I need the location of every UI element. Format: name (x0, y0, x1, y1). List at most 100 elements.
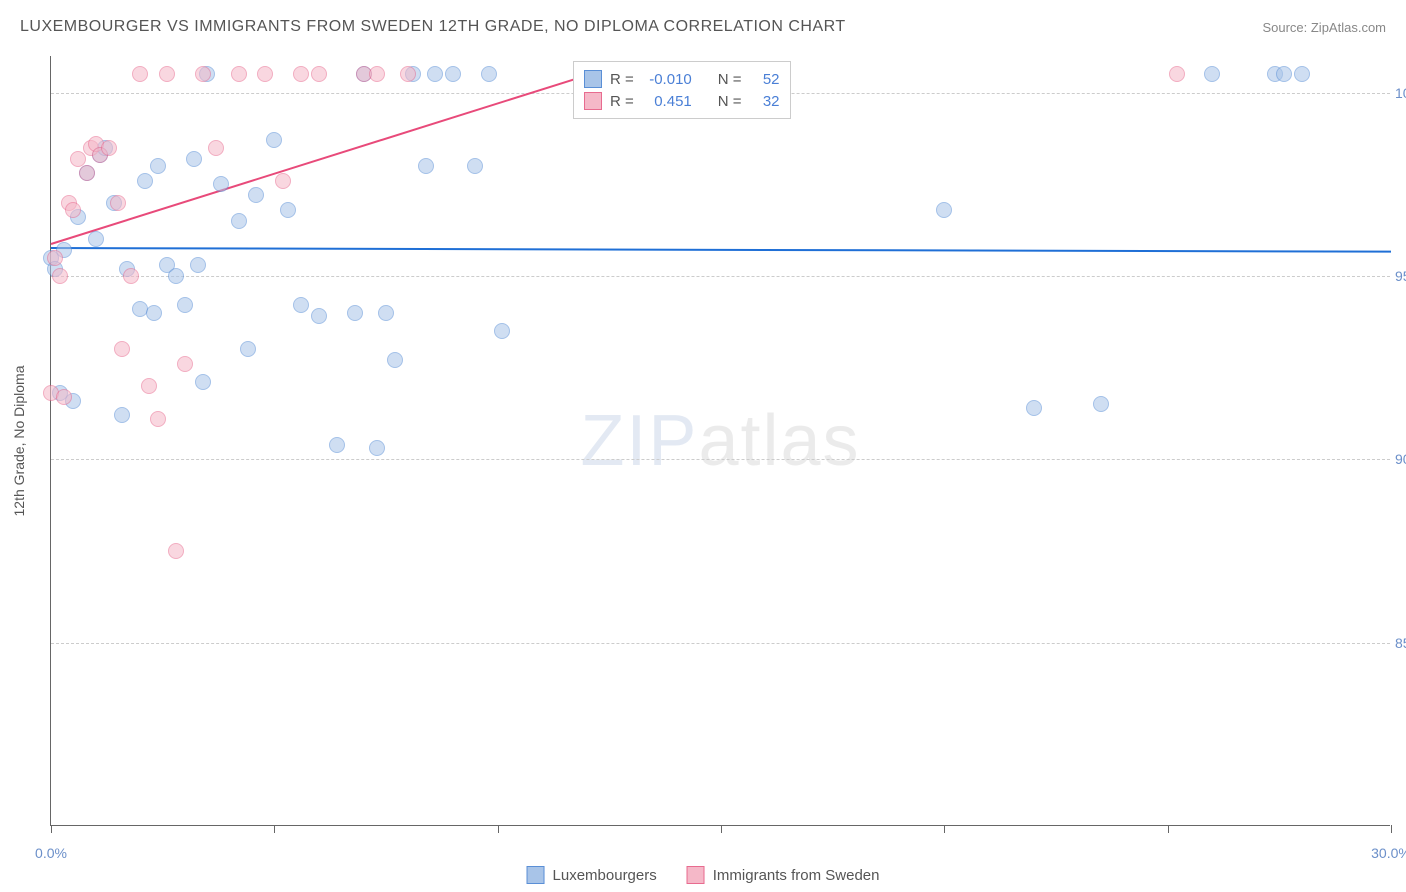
r-label: R = (610, 71, 634, 88)
data-point (150, 411, 166, 427)
n-value: 32 (750, 93, 780, 110)
y-tick-label: 85.0% (1395, 635, 1406, 651)
data-point (195, 374, 211, 390)
data-point (150, 158, 166, 174)
data-point (79, 165, 95, 181)
n-value: 52 (750, 71, 780, 88)
legend-item: Luxembourgers (527, 866, 657, 884)
data-point (137, 173, 153, 189)
data-point (56, 389, 72, 405)
data-point (347, 305, 363, 321)
data-point (1276, 66, 1292, 82)
x-tick (1168, 825, 1169, 833)
bottom-legend: Luxembourgers Immigrants from Sweden (527, 866, 880, 884)
data-point (168, 268, 184, 284)
data-point (280, 202, 296, 218)
data-point (70, 151, 86, 167)
legend-swatch (584, 92, 602, 110)
legend-label: Luxembourgers (553, 867, 657, 884)
stats-legend-row: R = 0.451 N = 32 (584, 90, 780, 112)
data-point (293, 66, 309, 82)
chart-title: LUXEMBOURGER VS IMMIGRANTS FROM SWEDEN 1… (20, 18, 846, 36)
watermark: ZIPatlas (580, 400, 860, 482)
data-point (231, 213, 247, 229)
x-tick (1391, 825, 1392, 833)
data-point (369, 440, 385, 456)
data-point (195, 66, 211, 82)
data-point (467, 158, 483, 174)
data-point (186, 151, 202, 167)
gridline (51, 643, 1390, 644)
data-point (114, 341, 130, 357)
stats-legend: R = -0.010 N = 52 R = 0.451 N = 32 (573, 61, 791, 119)
legend-swatch (527, 866, 545, 884)
data-point (936, 202, 952, 218)
gridline (51, 276, 1390, 277)
data-point (47, 250, 63, 266)
data-point (141, 378, 157, 394)
data-point (190, 257, 206, 273)
data-point (311, 66, 327, 82)
r-value: 0.451 (642, 93, 692, 110)
x-tick-label: 30.0% (1371, 845, 1406, 861)
data-point (418, 158, 434, 174)
data-point (329, 437, 345, 453)
data-point (208, 140, 224, 156)
data-point (378, 305, 394, 321)
data-point (369, 66, 385, 82)
data-point (110, 195, 126, 211)
data-point (311, 308, 327, 324)
x-tick (944, 825, 945, 833)
y-tick-label: 90.0% (1395, 451, 1406, 467)
data-point (400, 66, 416, 82)
gridline (51, 459, 1390, 460)
data-point (132, 66, 148, 82)
stats-legend-row: R =-0.010N =52 (584, 68, 780, 90)
y-axis-title: 12th Grade, No Diploma (11, 365, 27, 516)
n-label: N = (718, 93, 742, 110)
data-point (231, 66, 247, 82)
data-point (1294, 66, 1310, 82)
data-point (248, 187, 264, 203)
y-tick-label: 100.0% (1395, 85, 1406, 101)
data-point (114, 407, 130, 423)
data-point (266, 132, 282, 148)
data-point (123, 268, 139, 284)
scatter-plot: 12th Grade, No Diploma ZIPatlas 85.0%90.… (50, 56, 1390, 826)
data-point (52, 268, 68, 284)
data-point (88, 231, 104, 247)
data-point (240, 341, 256, 357)
data-point (177, 356, 193, 372)
legend-swatch (687, 866, 705, 884)
data-point (168, 543, 184, 559)
data-point (213, 176, 229, 192)
data-point (1026, 400, 1042, 416)
r-value: -0.010 (642, 71, 692, 88)
x-tick-label: 0.0% (35, 845, 67, 861)
watermark-part2: atlas (698, 401, 860, 481)
legend-swatch (584, 70, 602, 88)
trend-line (51, 247, 1391, 253)
data-point (177, 297, 193, 313)
data-point (445, 66, 461, 82)
data-point (481, 66, 497, 82)
data-point (159, 66, 175, 82)
r-label: R = (610, 93, 634, 110)
source-label: Source: ZipAtlas.com (1262, 20, 1386, 35)
data-point (427, 66, 443, 82)
data-point (146, 305, 162, 321)
y-tick-label: 95.0% (1395, 268, 1406, 284)
data-point (1093, 396, 1109, 412)
x-tick (51, 825, 52, 833)
data-point (275, 173, 291, 189)
data-point (257, 66, 273, 82)
data-point (387, 352, 403, 368)
x-tick (498, 825, 499, 833)
x-tick (274, 825, 275, 833)
legend-label: Immigrants from Sweden (713, 867, 880, 884)
data-point (1169, 66, 1185, 82)
data-point (65, 202, 81, 218)
legend-item: Immigrants from Sweden (687, 866, 880, 884)
trend-line (51, 74, 588, 245)
data-point (101, 140, 117, 156)
